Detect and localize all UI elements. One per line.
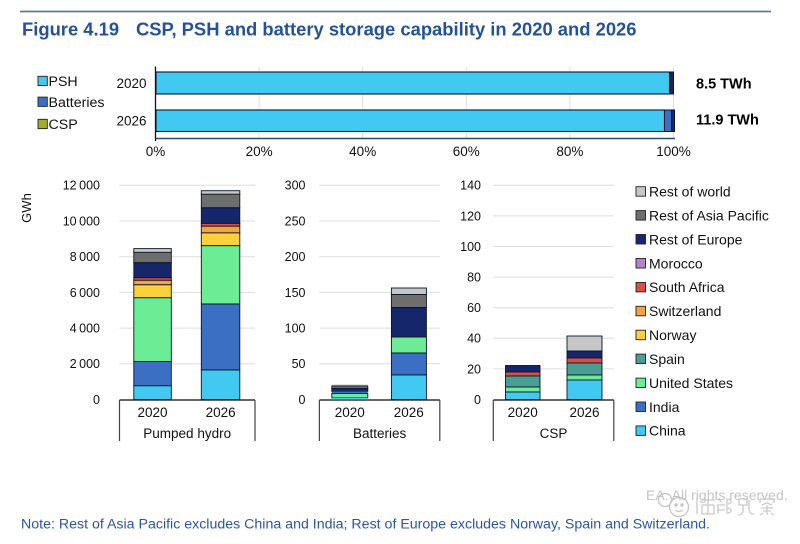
svg-text:100: 100	[460, 240, 481, 254]
svg-text:150: 150	[285, 286, 306, 300]
svg-text:Figure 4.19: Figure 4.19	[22, 19, 119, 40]
svg-text:40: 40	[467, 332, 481, 346]
svg-text:CSP, PSH and battery storage c: CSP, PSH and battery storage capability …	[136, 19, 637, 40]
svg-text:10 000: 10 000	[63, 214, 100, 228]
svg-text:EA. All rights reserved.: EA. All rights reserved.	[646, 487, 788, 503]
svg-text:Switzerland: Switzerland	[649, 303, 721, 319]
svg-text:United States: United States	[649, 375, 733, 391]
svg-text:Note: Rest of Asia Pacific exc: Note: Rest of Asia Pacific excludes Chin…	[21, 517, 710, 533]
svg-text:2 000: 2 000	[70, 357, 100, 371]
svg-text:2020: 2020	[116, 76, 146, 91]
svg-text:11.9 TWh: 11.9 TWh	[696, 113, 759, 129]
svg-text:0: 0	[93, 393, 100, 407]
svg-text:Norway: Norway	[649, 327, 696, 343]
svg-text:40%: 40%	[349, 144, 376, 159]
svg-text:8 000: 8 000	[70, 250, 100, 264]
svg-text:2020: 2020	[335, 405, 365, 420]
svg-text:Rest of Europe: Rest of Europe	[649, 231, 743, 247]
svg-text:60%: 60%	[453, 144, 480, 159]
svg-text:Spain: Spain	[649, 351, 685, 367]
svg-text:2020: 2020	[508, 405, 538, 420]
svg-text:4 000: 4 000	[70, 322, 100, 336]
svg-text:Morocco: Morocco	[649, 255, 703, 271]
svg-text:CSP: CSP	[49, 117, 78, 133]
svg-text:8.5 TWh: 8.5 TWh	[696, 77, 752, 93]
svg-text:Rest of world: Rest of world	[649, 184, 731, 200]
svg-text:CSP: CSP	[540, 426, 568, 441]
svg-text:200: 200	[285, 250, 306, 264]
svg-text:Batteries: Batteries	[353, 426, 407, 441]
svg-text:60: 60	[467, 301, 481, 315]
svg-text:0: 0	[474, 393, 481, 407]
svg-text:China: China	[649, 423, 686, 439]
svg-text:20%: 20%	[246, 144, 273, 159]
svg-text:12 000: 12 000	[63, 179, 100, 193]
svg-text:2026: 2026	[394, 405, 424, 420]
svg-text:Pumped hydro: Pumped hydro	[143, 426, 231, 441]
svg-text:80: 80	[467, 271, 481, 285]
svg-text:2020: 2020	[137, 405, 167, 420]
svg-text:300: 300	[285, 179, 306, 193]
svg-text:2026: 2026	[569, 405, 599, 420]
svg-text:PSH: PSH	[49, 74, 78, 90]
svg-text:South Africa: South Africa	[649, 279, 725, 295]
svg-text:100%: 100%	[656, 144, 691, 159]
svg-text:250: 250	[285, 214, 306, 228]
svg-text:Batteries: Batteries	[49, 95, 105, 111]
svg-text:120: 120	[460, 209, 481, 223]
svg-text:India: India	[649, 399, 680, 415]
svg-text:100: 100	[285, 322, 306, 336]
svg-text:50: 50	[292, 357, 306, 371]
svg-text:0: 0	[299, 393, 306, 407]
svg-text:Rest of Asia Pacific: Rest of Asia Pacific	[649, 207, 769, 223]
svg-text:GWh: GWh	[19, 193, 34, 223]
svg-text:0%: 0%	[146, 144, 166, 159]
svg-text:80%: 80%	[556, 144, 583, 159]
svg-text:140: 140	[460, 179, 481, 193]
svg-text:2026: 2026	[116, 114, 146, 129]
svg-text:20: 20	[467, 362, 481, 376]
svg-text:6 000: 6 000	[70, 286, 100, 300]
svg-text:2026: 2026	[206, 405, 236, 420]
